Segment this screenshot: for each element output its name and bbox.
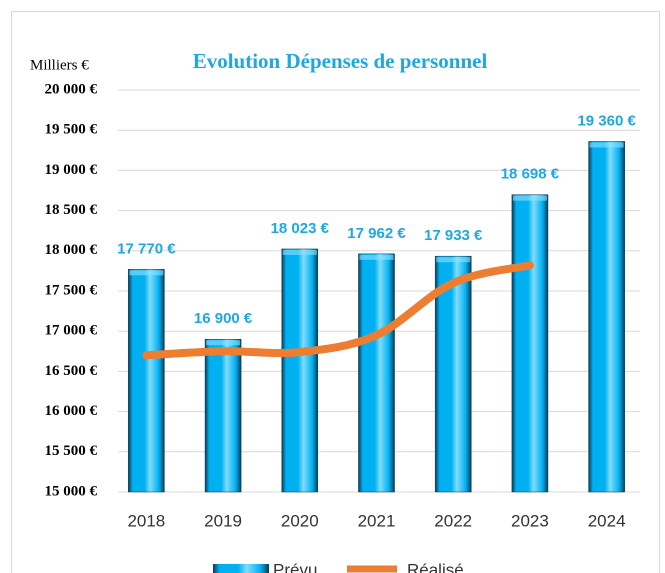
bar bbox=[434, 255, 472, 493]
bar bbox=[204, 338, 242, 493]
legend-label: Réalisé bbox=[407, 560, 464, 573]
legend-swatch bbox=[213, 564, 269, 573]
data-label: 17 962 € bbox=[347, 225, 406, 242]
x-tick-label: 2020 bbox=[281, 511, 319, 530]
y-tick-label: 20 000 € bbox=[45, 81, 98, 97]
x-tick-label: 2023 bbox=[511, 511, 549, 530]
y-tick-label: 19 500 € bbox=[45, 122, 98, 138]
y-tick-label: 18 000 € bbox=[45, 242, 98, 258]
bar bbox=[511, 194, 549, 493]
x-tick-label: 2019 bbox=[204, 511, 242, 530]
y-tick-label: 16 000 € bbox=[45, 403, 98, 419]
bar bbox=[128, 269, 165, 493]
line bbox=[142, 261, 534, 360]
bar-cap bbox=[129, 270, 164, 276]
chart-frame bbox=[11, 11, 660, 573]
y-tick-label: 18 500 € bbox=[45, 202, 98, 218]
y-tick-label: 17 500 € bbox=[45, 282, 98, 298]
data-label: 17 770 € bbox=[117, 240, 176, 257]
x-tick-label: 2018 bbox=[127, 511, 165, 530]
y-tick-label: 15 000 € bbox=[45, 483, 98, 499]
data-label: 18 023 € bbox=[271, 220, 330, 237]
data-label: 19 360 € bbox=[577, 112, 636, 129]
bar bbox=[358, 253, 395, 493]
y-tick-label: 16 500 € bbox=[45, 363, 98, 379]
y-tick-label: 17 000 € bbox=[45, 323, 98, 339]
bar bbox=[281, 248, 319, 493]
bar-cap bbox=[282, 249, 317, 255]
x-tick-label: 2021 bbox=[358, 511, 396, 530]
data-label: 17 933 € bbox=[424, 227, 483, 244]
bar-cap bbox=[512, 195, 547, 201]
x-tick-label: 2022 bbox=[434, 511, 472, 530]
bar-cap bbox=[359, 254, 394, 260]
legend-label: Prévu bbox=[273, 560, 317, 573]
bar-cap bbox=[589, 142, 624, 148]
y-axis-label: Milliers € bbox=[30, 57, 89, 73]
y-tick-label: 19 000 € bbox=[45, 162, 98, 178]
data-label: 18 698 € bbox=[501, 166, 560, 183]
chart-title: Evolution Dépenses de personnel bbox=[193, 49, 488, 73]
bar-cap bbox=[206, 340, 241, 346]
bar-cap bbox=[436, 257, 471, 263]
x-tick-label: 2024 bbox=[588, 511, 626, 530]
y-tick-label: 15 500 € bbox=[45, 443, 98, 459]
bar bbox=[588, 141, 625, 493]
data-label: 16 900 € bbox=[194, 310, 253, 327]
